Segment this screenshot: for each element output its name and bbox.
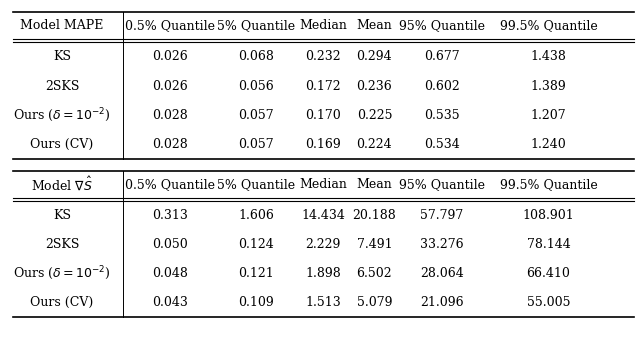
Text: 0.677: 0.677	[424, 51, 460, 63]
Text: Median: Median	[300, 178, 347, 191]
Text: 1.898: 1.898	[305, 267, 341, 280]
Text: 5% Quantile: 5% Quantile	[217, 178, 295, 191]
Text: 0.313: 0.313	[152, 209, 188, 222]
Text: 21.096: 21.096	[420, 296, 463, 309]
Text: Ours ($\delta = 10^{-2}$): Ours ($\delta = 10^{-2}$)	[13, 265, 111, 282]
Text: 0.5% Quantile: 0.5% Quantile	[125, 178, 214, 191]
Text: 0.068: 0.068	[238, 51, 274, 63]
Text: 0.109: 0.109	[238, 296, 274, 309]
Text: 6.502: 6.502	[356, 267, 392, 280]
Text: 1.513: 1.513	[305, 296, 341, 309]
Text: Ours (CV): Ours (CV)	[31, 138, 93, 150]
Text: 0.057: 0.057	[238, 109, 274, 121]
Text: Model MAPE: Model MAPE	[20, 19, 104, 32]
Text: Model $\nabla\hat{S}$: Model $\nabla\hat{S}$	[31, 176, 93, 193]
Text: 0.026: 0.026	[152, 80, 188, 92]
Text: 0.232: 0.232	[305, 51, 341, 63]
Text: 0.043: 0.043	[152, 296, 188, 309]
Text: 1.389: 1.389	[531, 80, 566, 92]
Text: 0.028: 0.028	[152, 109, 188, 121]
Text: 99.5% Quantile: 99.5% Quantile	[500, 19, 597, 32]
Text: 1.438: 1.438	[531, 51, 566, 63]
Text: 1.240: 1.240	[531, 138, 566, 150]
Text: 5.079: 5.079	[356, 296, 392, 309]
Text: 0.172: 0.172	[305, 80, 341, 92]
Text: 108.901: 108.901	[523, 209, 574, 222]
Text: 0.170: 0.170	[305, 109, 341, 121]
Text: 0.534: 0.534	[424, 138, 460, 150]
Text: KS: KS	[53, 209, 71, 222]
Text: 28.064: 28.064	[420, 267, 463, 280]
Text: Ours (CV): Ours (CV)	[31, 296, 93, 309]
Text: 0.602: 0.602	[424, 80, 460, 92]
Text: 20.188: 20.188	[353, 209, 396, 222]
Text: 1.207: 1.207	[531, 109, 566, 121]
Text: 0.294: 0.294	[356, 51, 392, 63]
Text: Mean: Mean	[356, 178, 392, 191]
Text: 0.026: 0.026	[152, 51, 188, 63]
Text: 99.5% Quantile: 99.5% Quantile	[500, 178, 597, 191]
Text: 5% Quantile: 5% Quantile	[217, 19, 295, 32]
Text: Median: Median	[300, 19, 347, 32]
Text: 95% Quantile: 95% Quantile	[399, 178, 484, 191]
Text: 57.797: 57.797	[420, 209, 463, 222]
Text: 2SKS: 2SKS	[45, 238, 79, 251]
Text: 0.224: 0.224	[356, 138, 392, 150]
Text: 66.410: 66.410	[527, 267, 570, 280]
Text: 0.121: 0.121	[238, 267, 274, 280]
Text: 7.491: 7.491	[356, 238, 392, 251]
Text: KS: KS	[53, 51, 71, 63]
Text: 1.606: 1.606	[238, 209, 274, 222]
Text: 0.225: 0.225	[356, 109, 392, 121]
Text: 0.028: 0.028	[152, 138, 188, 150]
Text: 33.276: 33.276	[420, 238, 463, 251]
Text: 0.057: 0.057	[238, 138, 274, 150]
Text: 0.169: 0.169	[305, 138, 341, 150]
Text: 0.535: 0.535	[424, 109, 460, 121]
Text: Ours ($\delta = 10^{-2}$): Ours ($\delta = 10^{-2}$)	[13, 106, 111, 124]
Text: 14.434: 14.434	[301, 209, 345, 222]
Text: 78.144: 78.144	[527, 238, 570, 251]
Text: Mean: Mean	[356, 19, 392, 32]
Text: 95% Quantile: 95% Quantile	[399, 19, 484, 32]
Text: 0.5% Quantile: 0.5% Quantile	[125, 19, 214, 32]
Text: 55.005: 55.005	[527, 296, 570, 309]
Text: 2.229: 2.229	[305, 238, 341, 251]
Text: 0.056: 0.056	[238, 80, 274, 92]
Text: 0.236: 0.236	[356, 80, 392, 92]
Text: 2SKS: 2SKS	[45, 80, 79, 92]
Text: 0.050: 0.050	[152, 238, 188, 251]
Text: 0.124: 0.124	[238, 238, 274, 251]
Text: 0.048: 0.048	[152, 267, 188, 280]
